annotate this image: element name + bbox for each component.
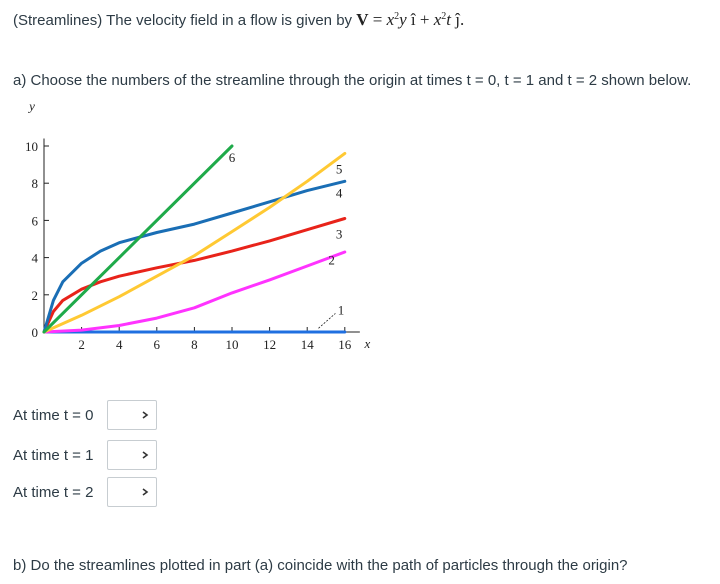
- curve-label: 1: [338, 303, 345, 318]
- y-tick-label: 6: [32, 213, 39, 228]
- question-prefix: (Streamlines) The velocity field in a fl…: [13, 12, 353, 29]
- answer-row-t0: At time t = 0: [13, 399, 157, 431]
- x-axis-label: x: [363, 336, 370, 351]
- y-tick-label: 10: [25, 139, 38, 154]
- answer-select-t0[interactable]: [107, 400, 157, 430]
- curve-label: 2: [328, 252, 335, 267]
- part-b-text: b) Do the streamlines plotted in part (a…: [13, 557, 628, 574]
- curve-label: 5: [336, 161, 343, 176]
- x-tick-label: 2: [78, 337, 85, 352]
- y-tick-label: 4: [32, 251, 39, 266]
- x-tick-label: 10: [226, 337, 239, 352]
- answer-label-t0: At time t = 0: [13, 406, 94, 424]
- streamline-3: [42, 217, 347, 334]
- part-a-text: a) Choose the numbers of the streamline …: [13, 72, 692, 89]
- velocity-formula: V = x2y î + x2t ĵ.: [356, 10, 465, 29]
- answer-select-t1[interactable]: [107, 440, 157, 470]
- streamline-6: [42, 144, 234, 334]
- x-tick-label: 12: [263, 337, 276, 352]
- answer-label-t2: At time t = 2: [13, 483, 94, 501]
- answer-select-t2[interactable]: [107, 477, 157, 507]
- answer-row-t1: At time t = 1: [13, 439, 157, 471]
- question-text: (Streamlines) The velocity field in a fl…: [13, 10, 464, 30]
- answer-row-t2: At time t = 2: [13, 476, 157, 508]
- answer-label-t1: At time t = 1: [13, 446, 94, 464]
- leader-line: [318, 313, 336, 329]
- x-tick-label: 4: [116, 337, 123, 352]
- streamline-5: [42, 151, 347, 334]
- x-tick-label: 16: [338, 337, 352, 352]
- y-axis-label: y: [27, 99, 35, 114]
- y-tick-label: 0: [32, 325, 39, 340]
- y-tick-label: 8: [32, 176, 39, 191]
- chevron-down-icon: [142, 488, 149, 496]
- streamline-2: [42, 250, 347, 334]
- curve-label: 6: [229, 150, 236, 165]
- curve-label: 3: [336, 226, 343, 241]
- chevron-down-icon: [142, 451, 149, 459]
- x-tick-label: 8: [191, 337, 198, 352]
- y-tick-label: 2: [32, 288, 39, 303]
- chevron-down-icon: [142, 411, 149, 419]
- x-tick-label: 14: [301, 337, 315, 352]
- x-tick-label: 6: [154, 337, 161, 352]
- curve-label: 4: [336, 186, 343, 201]
